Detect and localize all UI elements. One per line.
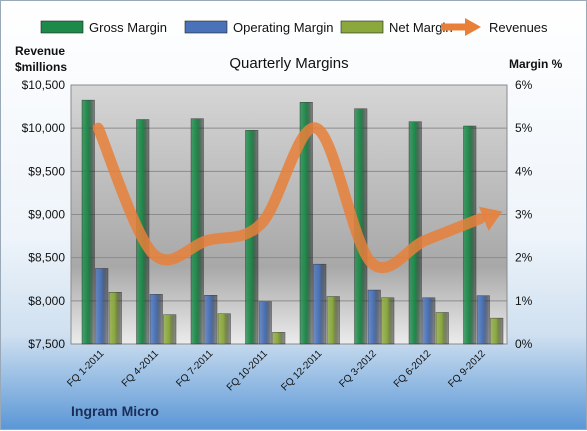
right-tick-label: 1% <box>515 294 533 308</box>
bar-operating-margin <box>367 289 381 345</box>
category-label: FQ 12-2011 <box>279 348 324 393</box>
bar-net-margin <box>381 297 395 345</box>
right-tick-label: 6% <box>515 78 533 92</box>
right-tick-label: 5% <box>515 121 533 135</box>
category-label: FQ 9-2012 <box>446 348 488 390</box>
revenues-line <box>92 122 486 274</box>
bar-net-margin <box>272 332 286 345</box>
left-tick-label: $8,500 <box>28 251 65 265</box>
legend-swatch-operating-margin <box>184 20 228 34</box>
left-axis-title-unit: $millions <box>15 60 67 74</box>
revenues-arrowhead <box>478 206 503 231</box>
bar-net-margin <box>490 317 504 345</box>
category-label: FQ 3-2012 <box>337 348 379 390</box>
left-tick-label: $9,500 <box>28 164 65 178</box>
bar-gross-margin <box>408 121 422 345</box>
bar-operating-margin <box>476 295 490 345</box>
bar-net-margin <box>435 312 449 345</box>
legend-label: Gross Margin <box>89 20 167 35</box>
chart-title: Quarterly Margins <box>229 55 348 72</box>
category-label: FQ 10-2011 <box>225 348 270 393</box>
category-label: FQ 4-2011 <box>120 348 161 389</box>
bar-gross-margin <box>81 99 95 345</box>
bar-net-margin <box>163 314 177 345</box>
bar-operating-margin <box>95 268 109 345</box>
left-tick-label: $10,000 <box>22 121 66 135</box>
left-axis-title: Revenue <box>15 44 65 58</box>
left-tick-label: $10,500 <box>22 78 66 92</box>
left-tick-label: $7,500 <box>28 337 65 351</box>
left-tick-label: $9,000 <box>28 208 65 222</box>
legend-arrow-icon <box>465 18 481 36</box>
right-tick-label: 0% <box>515 337 533 351</box>
left-tick-label: $8,000 <box>28 294 65 308</box>
source-label: Ingram Micro <box>71 403 159 419</box>
legend-swatch-gross-margin <box>40 20 84 34</box>
right-tick-label: 3% <box>515 208 533 222</box>
category-label: FQ 7-2011 <box>174 348 215 389</box>
category-label: FQ 1-2011 <box>65 348 106 389</box>
bar-operating-margin <box>422 297 436 345</box>
bar-operating-margin <box>313 263 327 345</box>
bar-net-margin <box>217 313 231 345</box>
legend-label: Revenues <box>489 20 548 35</box>
bar-operating-margin <box>149 294 163 345</box>
bar-gross-margin <box>463 125 477 345</box>
legend-label: Operating Margin <box>233 20 333 35</box>
bar-operating-margin <box>258 301 272 345</box>
right-tick-label: 4% <box>515 164 533 178</box>
right-tick-label: 2% <box>515 251 533 265</box>
bar-operating-margin <box>204 295 218 345</box>
bar-gross-margin <box>299 102 313 345</box>
legend-swatch-net-margin <box>340 20 384 34</box>
bar-net-margin <box>326 296 340 345</box>
legend-label: Net Margin <box>389 20 453 35</box>
right-axis-title: Margin % <box>509 57 563 71</box>
bar-net-margin <box>108 292 122 345</box>
bar-gross-margin <box>190 118 204 345</box>
category-label: FQ 6-2012 <box>392 348 434 390</box>
